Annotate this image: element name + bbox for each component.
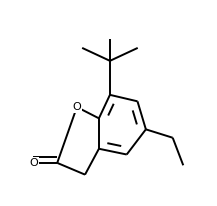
Text: O: O	[72, 102, 81, 112]
Text: O: O	[29, 158, 38, 168]
